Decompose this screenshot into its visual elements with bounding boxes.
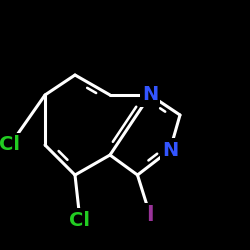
Text: I: I xyxy=(146,205,154,225)
Text: Cl: Cl xyxy=(70,210,90,230)
Text: Cl: Cl xyxy=(0,136,20,154)
Text: N: N xyxy=(162,140,178,160)
Text: N: N xyxy=(142,86,158,104)
